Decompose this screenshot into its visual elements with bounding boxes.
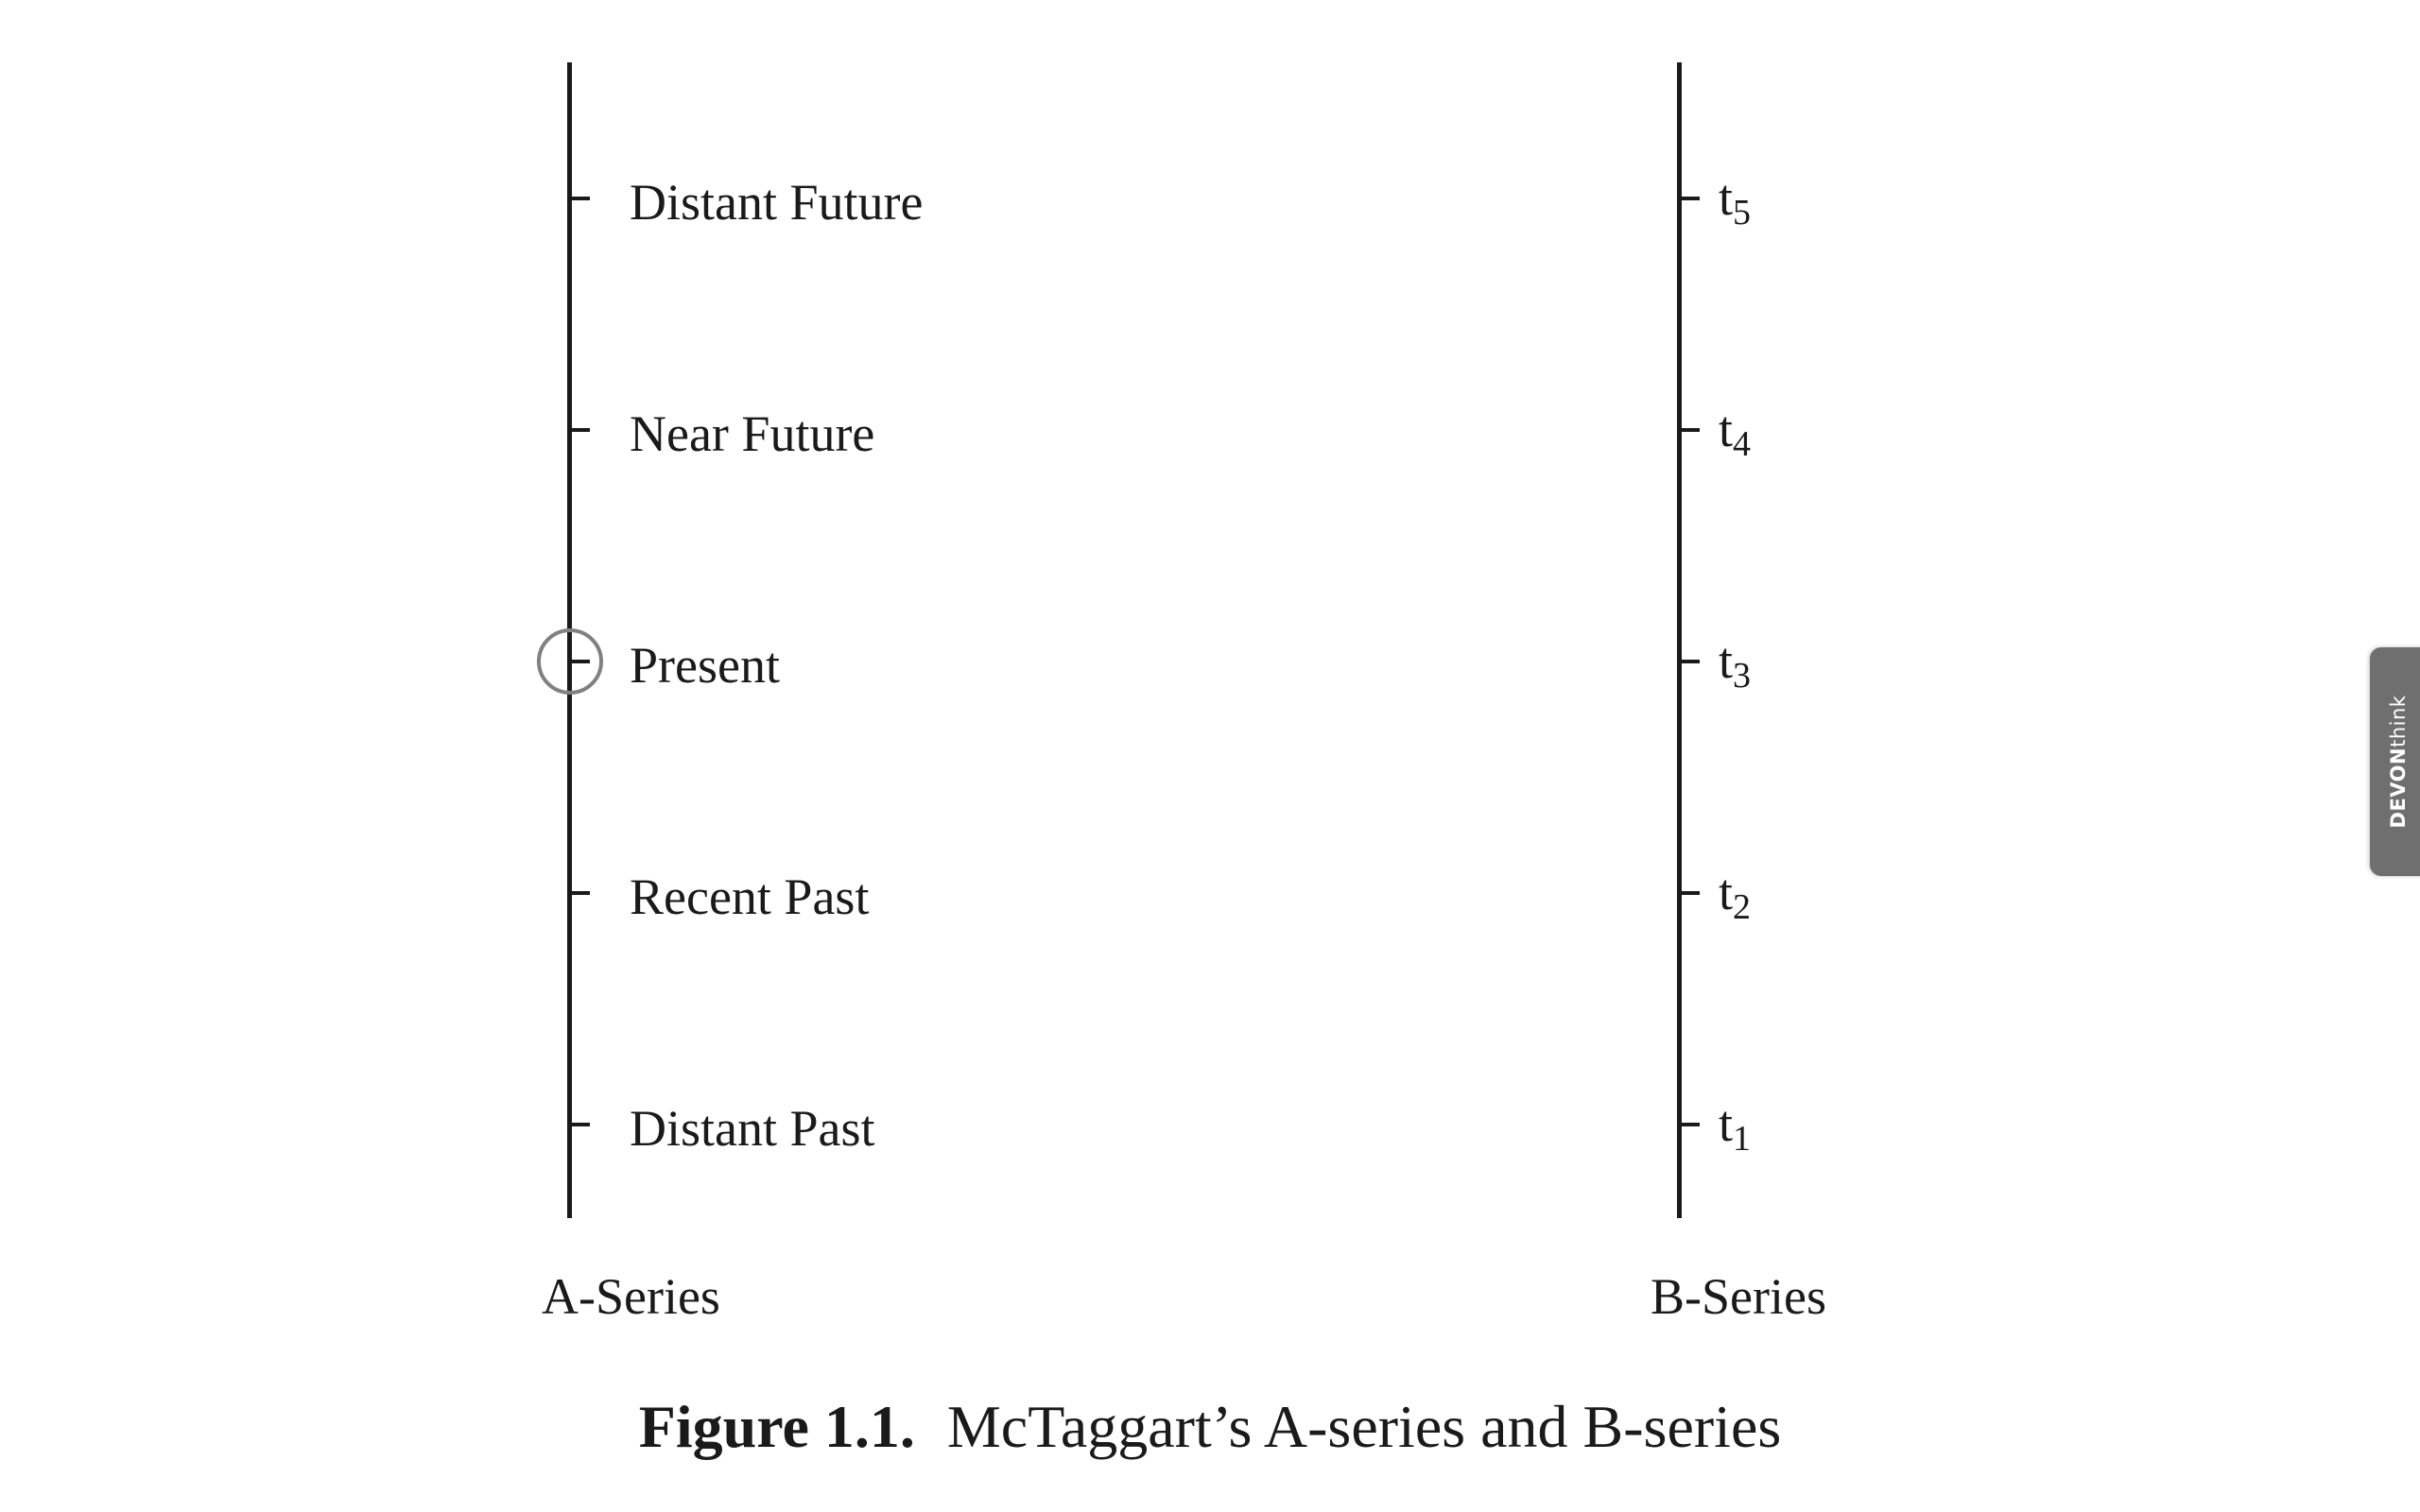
b-series-label-t4: t4 — [1719, 401, 1752, 464]
a-series-tick-recent-past — [571, 891, 590, 895]
b-series-label-t1: t1 — [1719, 1095, 1752, 1159]
b-series-tick-t4 — [1681, 428, 1700, 432]
figure-caption: Figure 1.1. McTaggart’s A-series and B-se… — [0, 1397, 2420, 1457]
present-marker-circle — [537, 628, 603, 695]
a-series-label-distant-future: Distant Future — [630, 174, 924, 231]
a-series-tick-distant-past — [571, 1123, 590, 1126]
devonthink-sidebar-tab[interactable]: DEVONthink — [2370, 647, 2420, 876]
a-series-tick-distant-future — [571, 197, 590, 200]
b-series-tick-t2 — [1681, 891, 1700, 895]
b-series-label-t3: t3 — [1719, 632, 1752, 696]
figure-number: Figure 1.1. — [638, 1393, 915, 1460]
b-series-tick-t3 — [1681, 660, 1700, 663]
b-series-title: B-Series — [1651, 1268, 1826, 1325]
a-series-tick-near-future — [571, 428, 590, 432]
b-series-axis — [1677, 62, 1682, 1218]
devonthink-tab-label: DEVONthink — [2387, 695, 2410, 829]
b-series-tick-t5 — [1681, 197, 1700, 200]
a-series-label-present: Present — [630, 637, 780, 694]
b-series-label-t2: t2 — [1719, 864, 1752, 927]
figure-caption-text: McTaggart’s A-series and B-series — [946, 1393, 1782, 1460]
a-series-title: A-Series — [542, 1268, 720, 1325]
a-series-label-near-future: Near Future — [630, 405, 875, 462]
b-series-label-t5: t5 — [1719, 169, 1752, 232]
a-series-label-distant-past: Distant Past — [630, 1100, 875, 1157]
b-series-tick-t1 — [1681, 1123, 1700, 1126]
a-series-label-recent-past: Recent Past — [630, 868, 870, 925]
